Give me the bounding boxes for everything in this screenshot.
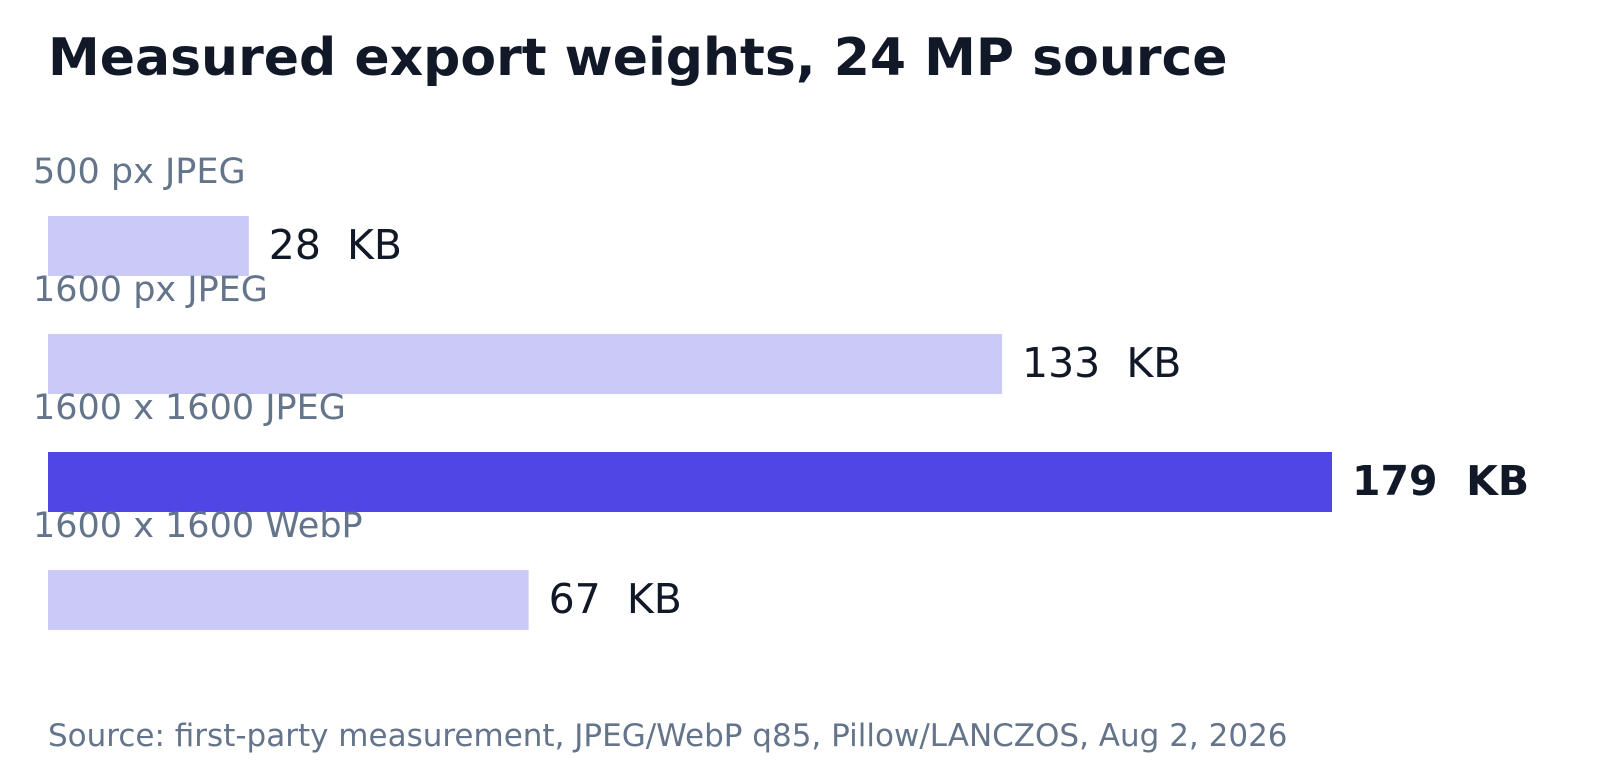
bar (48, 216, 249, 276)
value-label: 133 KB (1022, 339, 1181, 387)
category-label: 1600 x 1600 WebP (33, 506, 363, 546)
chart-title: Measured export weights, 24 MP source (48, 28, 1228, 88)
category-label: 1600 px JPEG (33, 270, 268, 310)
source-note: Source: first-party measurement, JPEG/We… (48, 718, 1288, 754)
category-label: 500 px JPEG (33, 152, 246, 192)
bar (48, 334, 1002, 394)
bar-highlighted (48, 452, 1332, 512)
value-label: 179 KB (1352, 457, 1529, 505)
value-label: 67 KB (549, 575, 682, 623)
category-label: 1600 x 1600 JPEG (33, 388, 346, 428)
value-label: 28 KB (269, 221, 402, 269)
bar (48, 570, 529, 630)
